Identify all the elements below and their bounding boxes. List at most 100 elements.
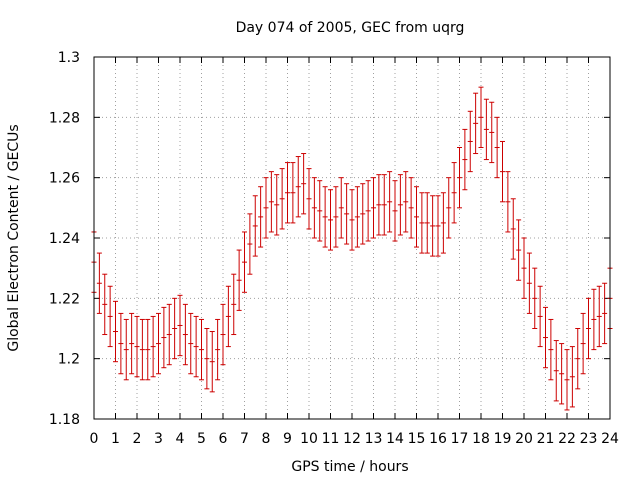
error-bar	[430, 195, 436, 257]
x-tick-label: 10	[300, 431, 318, 447]
error-bar	[408, 177, 414, 239]
x-tick-label: 20	[515, 431, 533, 447]
error-bar	[182, 303, 188, 366]
error-bar	[333, 186, 339, 248]
error-bar	[505, 171, 511, 233]
error-bar	[354, 186, 360, 248]
error-bar	[96, 252, 102, 314]
error-bar	[317, 180, 323, 242]
error-bar	[252, 195, 258, 257]
error-bar	[575, 328, 581, 390]
y-tick-label: 1.18	[49, 412, 80, 428]
error-bar	[387, 171, 393, 233]
error-bar	[258, 186, 264, 248]
error-bar	[172, 297, 178, 360]
error-bar	[440, 192, 446, 254]
x-tick-label: 23	[580, 431, 598, 447]
error-bar	[247, 213, 253, 275]
x-tick-label: 7	[240, 431, 249, 447]
error-bar	[199, 318, 204, 381]
error-bar	[188, 312, 194, 375]
error-bar	[145, 318, 151, 381]
y-tick-label: 1.22	[49, 291, 80, 307]
x-tick-label: 2	[133, 431, 142, 447]
error-bar	[274, 174, 280, 236]
x-tick-label: 24	[601, 431, 619, 447]
error-bar	[338, 177, 344, 239]
x-tick-label: 1	[111, 431, 120, 447]
y-tick-label: 1.2	[58, 352, 80, 368]
error-bar	[322, 186, 328, 248]
error-bar	[537, 285, 543, 348]
error-bar	[500, 140, 505, 203]
error-bar	[349, 189, 355, 251]
y-axis-label: Global Electron Content / GECUs	[6, 124, 22, 351]
error-bar	[344, 183, 350, 245]
error-bar	[134, 315, 140, 378]
error-bar	[414, 186, 419, 248]
error-bar	[285, 162, 290, 224]
error-bar	[204, 328, 210, 390]
error-bar	[532, 267, 538, 329]
error-bar	[467, 110, 473, 173]
y-tick-label: 1.28	[49, 110, 80, 126]
error-bar	[118, 312, 124, 375]
error-bar	[543, 306, 548, 369]
error-bar	[564, 349, 570, 411]
error-bar	[478, 86, 484, 148]
error-bar	[516, 219, 522, 281]
x-tick-label: 3	[154, 431, 163, 447]
error-bar	[236, 249, 242, 311]
error-bar	[306, 168, 312, 230]
x-tick-label: 12	[343, 431, 361, 447]
x-tick-label: 9	[283, 431, 292, 447]
x-axis-label: GPS time / hours	[291, 459, 408, 475]
error-bar	[596, 285, 602, 348]
error-bar	[220, 303, 226, 366]
error-bar	[225, 285, 231, 348]
x-tick-label: 17	[451, 431, 469, 447]
y-tick-label: 1.3	[58, 50, 80, 66]
error-bar	[295, 156, 301, 218]
error-bar	[381, 174, 387, 236]
error-bar	[371, 177, 376, 239]
error-bar	[489, 101, 495, 164]
x-tick-label: 15	[408, 431, 426, 447]
error-bar	[177, 294, 183, 357]
error-bar	[591, 288, 597, 351]
error-bar	[107, 285, 113, 348]
error-bar	[553, 340, 559, 402]
error-bar	[290, 162, 296, 224]
error-bar	[268, 171, 274, 233]
error-bar	[424, 192, 430, 254]
error-bar	[311, 177, 317, 239]
error-bar	[473, 92, 479, 155]
x-tick-label: 14	[386, 431, 404, 447]
x-tick-label: 22	[558, 431, 576, 447]
x-tick-label: 19	[494, 431, 512, 447]
error-bar	[365, 180, 371, 242]
error-bar	[193, 315, 199, 378]
x-tick-label: 0	[90, 431, 99, 447]
error-bar	[510, 198, 516, 260]
data-series	[91, 86, 613, 411]
x-tick-label: 21	[537, 431, 555, 447]
x-tick-label: 16	[429, 431, 447, 447]
error-bar	[139, 318, 145, 381]
x-tick-label: 5	[197, 431, 206, 447]
error-bar	[360, 183, 366, 245]
error-bar	[150, 315, 156, 378]
error-bar	[113, 300, 118, 363]
error-bar	[231, 273, 237, 336]
error-bar	[161, 306, 167, 369]
error-bar	[457, 147, 462, 209]
chart-title: Day 074 of 2005, GEC from uqrg	[236, 20, 465, 36]
error-bar	[462, 128, 468, 191]
error-bar	[215, 318, 221, 381]
error-bar	[446, 177, 452, 239]
x-tick-label: 6	[219, 431, 228, 447]
error-bar	[156, 312, 161, 375]
error-bar	[279, 168, 285, 230]
